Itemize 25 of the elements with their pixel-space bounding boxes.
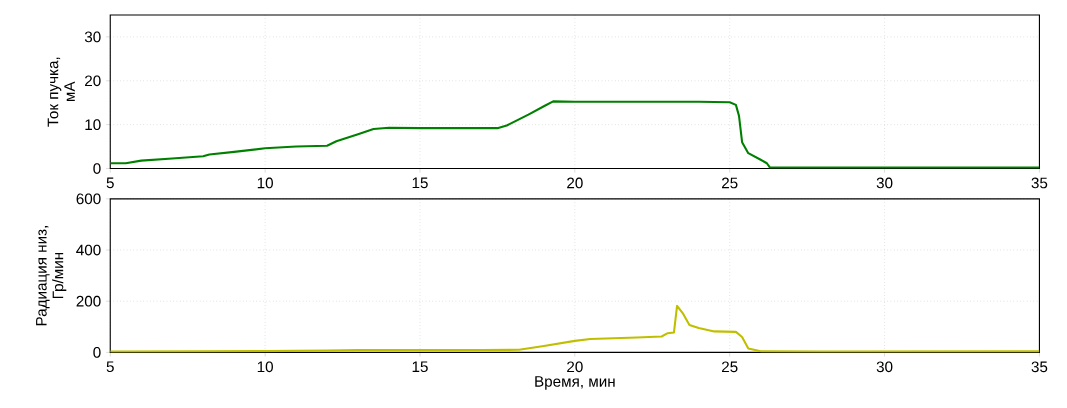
y-tick-label: 30 xyxy=(84,31,101,43)
x-tick-label: 35 xyxy=(1031,177,1048,189)
y-tick-label: 600 xyxy=(76,193,101,205)
y-tick-label: 0 xyxy=(93,163,101,175)
y-tick-label: 20 xyxy=(85,75,101,87)
x-tick-label: 15 xyxy=(412,177,428,189)
y-axis-title: Радиация низ, Гр/мин xyxy=(36,226,67,326)
x-tick-label: 35 xyxy=(1031,361,1048,373)
x-tick-label: 15 xyxy=(412,361,428,373)
x-tick-label: 10 xyxy=(257,361,273,373)
x-tick-label: 20 xyxy=(567,177,583,189)
y-tick-label: 200 xyxy=(76,296,101,307)
x-tick-label: 10 xyxy=(257,177,273,189)
x-tick-label: 5 xyxy=(106,177,114,189)
y-tick-label: 400 xyxy=(76,244,101,256)
x-tick-label: 30 xyxy=(876,177,893,189)
x-tick-label: 25 xyxy=(722,361,738,373)
y-tick-label: 0 xyxy=(93,347,101,359)
x-tick-label: 5 xyxy=(106,361,114,373)
x-axis-title: Время, мин xyxy=(535,376,615,391)
y-axis-title: Ток пучка, мА xyxy=(47,57,75,128)
x-tick-label: 30 xyxy=(876,361,893,373)
x-tick-label: 20 xyxy=(567,361,583,373)
x-tick-label: 25 xyxy=(722,177,738,189)
y-tick-label: 10 xyxy=(85,119,101,131)
